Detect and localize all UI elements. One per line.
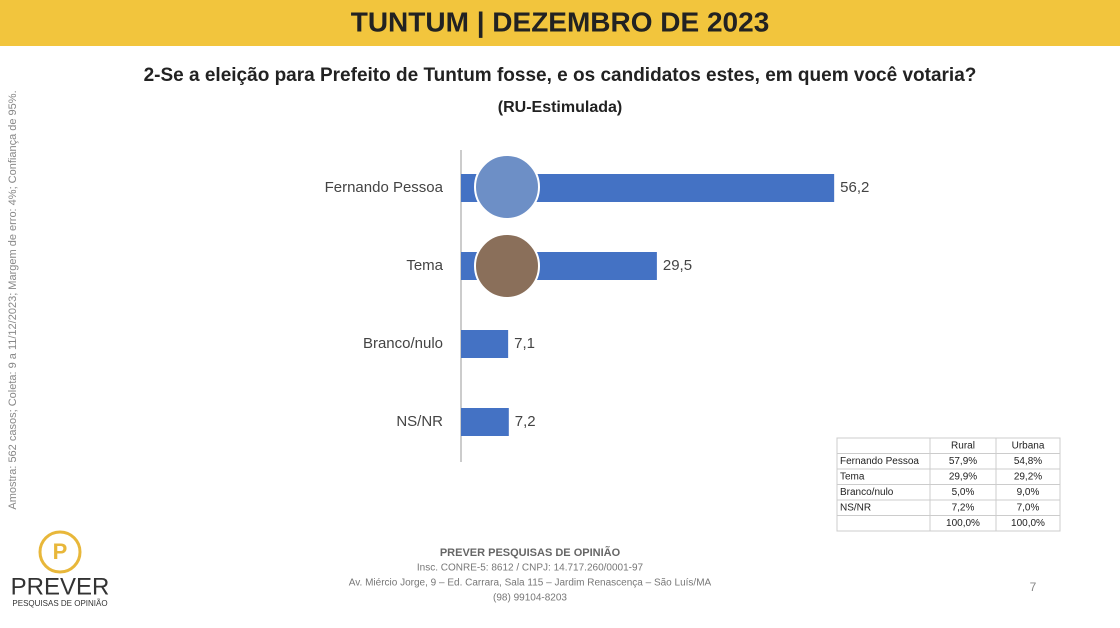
category-label: Branco/nulo xyxy=(363,335,443,352)
value-label: 29,5 xyxy=(663,257,692,274)
chart-subtitle: (RU-Estimulada) xyxy=(498,99,622,116)
footer-address: Av. Miércio Jorge, 9 – Ed. Carrara, Sala… xyxy=(349,578,712,589)
candidate-photo xyxy=(474,233,540,299)
table-row-label: Fernando Pessoa xyxy=(840,456,919,467)
header-title: TUNTUM | DEZEMBRO DE 2023 xyxy=(351,6,770,37)
table-header: Urbana xyxy=(1012,440,1045,451)
table-cell: 7,0% xyxy=(1017,502,1040,513)
chart-title: 2-Se a eleição para Prefeito de Tuntum f… xyxy=(144,65,977,86)
table-row-label: Branco/nulo xyxy=(840,487,894,498)
results-table: Rural Urbana Fernando Pessoa 57,9% 54,8% Tema… xyxy=(836,437,1061,532)
table-cell: 29,2% xyxy=(1014,471,1042,482)
value-label: 7,2 xyxy=(515,413,536,430)
header-band xyxy=(0,0,1120,46)
footer-phone: (98) 99104-8203 xyxy=(493,593,567,604)
footer-company: PREVER PESQUISAS DE OPINIÃO xyxy=(440,546,621,559)
table-row-label: Tema xyxy=(840,471,865,482)
bar xyxy=(461,408,509,436)
logo-tagline: PESQUISAS DE OPINIÃO xyxy=(12,599,107,608)
table-total: 100,0% xyxy=(1011,518,1045,529)
category-label: NS/NR xyxy=(396,413,443,430)
value-label: 56,2 xyxy=(840,179,869,196)
logo-mark xyxy=(38,530,82,574)
category-label: Tema xyxy=(406,257,443,274)
logo-letter: P xyxy=(53,539,68,564)
table-cell: 54,8% xyxy=(1014,456,1042,467)
table-cell: 57,9% xyxy=(949,456,977,467)
table-cell: 5,0% xyxy=(952,487,975,498)
logo: P PREVER PESQUISAS DE OPINIÃO xyxy=(11,530,110,608)
footer-registration: Insc. CONRE-5: 8612 / CNPJ: 14.717.260/0… xyxy=(417,563,644,574)
category-label: Fernando Pessoa xyxy=(325,179,444,196)
table-cell: 29,9% xyxy=(949,471,977,482)
page-number: 7 xyxy=(1030,580,1037,594)
table-cell: 9,0% xyxy=(1017,487,1040,498)
logo-name: PREVER xyxy=(11,573,110,600)
table-total: 100,0% xyxy=(946,518,980,529)
table-header: Rural xyxy=(951,440,975,451)
candidate-photo xyxy=(474,154,540,220)
table-row-label: NS/NR xyxy=(840,502,871,513)
value-label: 7,1 xyxy=(514,335,535,352)
table-cell: 7,2% xyxy=(952,502,975,513)
bar xyxy=(461,330,509,358)
side-note: Amostra: 562 casos; Coleta: 9 a 11/12/20… xyxy=(7,90,19,509)
